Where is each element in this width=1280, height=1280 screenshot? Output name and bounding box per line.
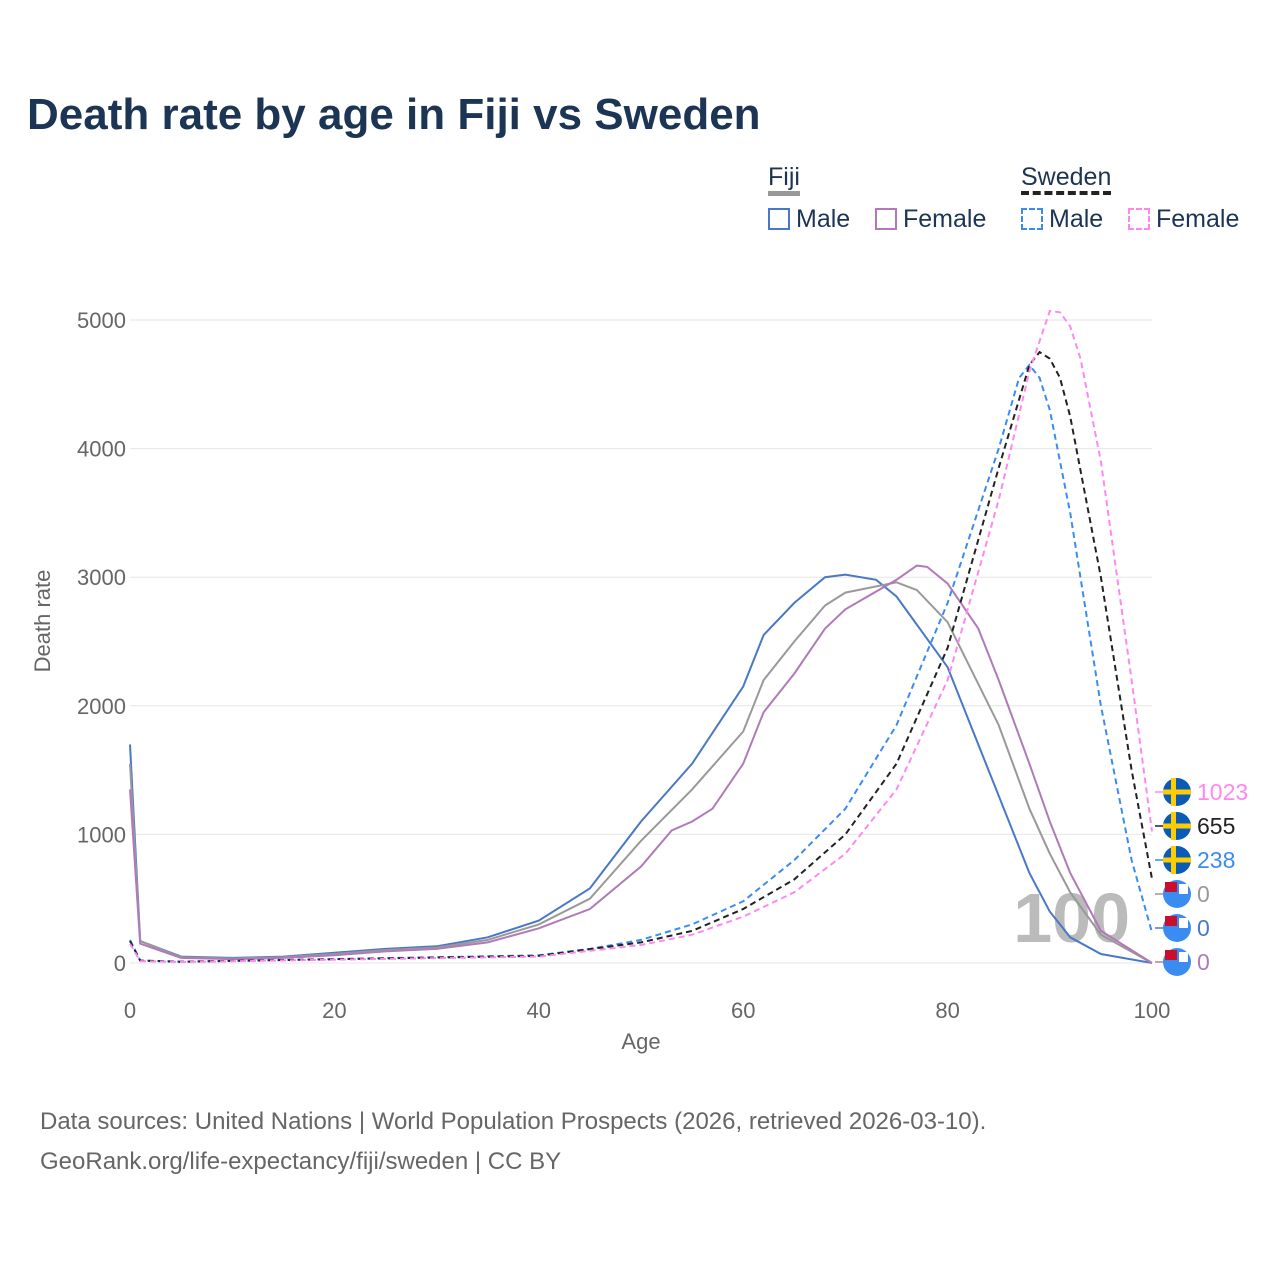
legend-group-sweden: Sweden — [1021, 163, 1112, 195]
legend-swatch — [1021, 208, 1043, 230]
y-tick-label: 0 — [114, 951, 126, 976]
flag-union-jack — [1165, 950, 1177, 960]
y-tick-label: 3000 — [77, 565, 126, 590]
legend-group-label: Fiji — [768, 163, 800, 196]
flag-cross — [1171, 778, 1176, 806]
x-tick-label: 60 — [731, 998, 755, 1023]
x-axis-label: Age — [621, 1029, 660, 1054]
legend-label: Male — [796, 205, 851, 233]
flag-cross — [1163, 823, 1191, 829]
flag-union-jack — [1165, 882, 1177, 892]
end-value-label: 655 — [1197, 813, 1235, 839]
flag-cross — [1171, 812, 1176, 840]
flag-cross — [1163, 857, 1191, 863]
y-tick-label: 4000 — [77, 437, 126, 462]
legend-label: Male — [1049, 205, 1104, 233]
end-value-label: 238 — [1197, 847, 1235, 873]
y-axis-label: Death rate — [30, 570, 55, 673]
series-line-fiji-female — [129, 564, 1153, 964]
y-tick-label: 1000 — [77, 822, 126, 847]
chart-title: Death rate by age in Fiji vs Sweden — [27, 90, 761, 139]
series-line-sweden-male — [129, 363, 1153, 963]
hover-age-label: 100 — [1013, 879, 1130, 957]
end-value-label: 0 — [1197, 881, 1210, 907]
y-tick-label: 2000 — [77, 694, 126, 719]
flag-union-jack — [1165, 916, 1177, 926]
legend-swatch — [768, 208, 790, 230]
legend-group-fiji: Fiji — [768, 163, 800, 196]
series-line-fiji-total — [129, 581, 1153, 964]
legend-sweden-male[interactable]: Male — [1021, 205, 1103, 234]
series-line-sweden-total — [129, 350, 1153, 963]
x-tick-label: 0 — [124, 998, 136, 1023]
x-tick-label: 80 — [935, 998, 959, 1023]
flag-cross — [1163, 789, 1191, 795]
flag-shield — [1179, 884, 1188, 894]
x-tick-label: 40 — [527, 998, 551, 1023]
series-line-fiji-male — [129, 573, 1153, 964]
legend-label: Female — [1156, 205, 1240, 233]
legend-label: Female — [903, 205, 987, 233]
source-line-2: GeoRank.org/life-expectancy/fiji/sweden … — [40, 1148, 562, 1175]
flag-shield — [1179, 918, 1188, 928]
legend-swatch — [1128, 208, 1150, 230]
end-value-label: 1023 — [1197, 779, 1248, 805]
x-tick-label: 100 — [1134, 998, 1171, 1023]
flag-cross — [1171, 846, 1176, 874]
source-line-1: Data sources: United Nations | World Pop… — [40, 1108, 987, 1135]
x-tick-label: 20 — [322, 998, 346, 1023]
end-value-label: 0 — [1197, 915, 1210, 941]
legend-swatch — [875, 208, 897, 230]
legend-fiji-female[interactable]: Female — [875, 205, 986, 234]
flag-shield — [1179, 952, 1188, 962]
end-value-label: 0 — [1197, 949, 1210, 975]
legend-sweden-female[interactable]: Female — [1128, 205, 1239, 234]
y-tick-label: 5000 — [77, 308, 126, 333]
legend-fiji-male[interactable]: Male — [768, 205, 850, 234]
legend-group-label: Sweden — [1021, 163, 1112, 195]
series-line-sweden-female — [129, 309, 1153, 964]
